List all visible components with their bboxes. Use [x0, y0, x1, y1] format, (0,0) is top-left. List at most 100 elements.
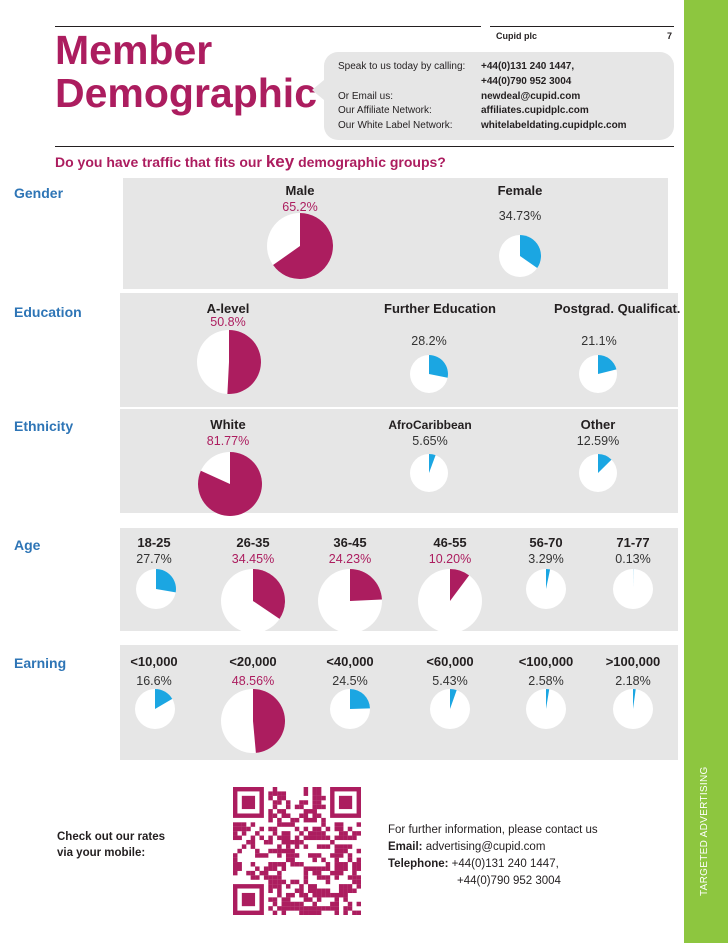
qr-module: [277, 888, 282, 894]
whitelabel-link[interactable]: whitelabeldating.cupidplc.com: [481, 120, 627, 131]
category-label: <60,000: [426, 654, 474, 669]
qr-module: [308, 866, 313, 871]
pie-slice: [520, 235, 542, 269]
qr-module: [290, 879, 295, 885]
qr-module: [303, 910, 309, 915]
qr-module: [330, 906, 335, 911]
qr-module: [334, 857, 340, 863]
qr-module: [312, 813, 317, 818]
qr-module: [268, 817, 273, 823]
qr-module: [237, 862, 242, 867]
affiliate-link[interactable]: affiliates.cupidplc.com: [481, 105, 589, 116]
qr-module: [321, 822, 326, 827]
qr-module: [352, 862, 357, 867]
qr-module: [347, 835, 353, 841]
qr-module: [272, 804, 278, 810]
qr-module: [316, 826, 322, 832]
qr-module: [338, 892, 344, 898]
qr-module: [312, 901, 317, 907]
category-label: <20,000: [229, 654, 277, 669]
qr-module: [259, 826, 264, 832]
qr-module: [272, 813, 278, 818]
qr-module: [312, 791, 317, 796]
qr-module: [233, 822, 238, 827]
pie-slice: [598, 355, 617, 374]
qr-module: [312, 866, 317, 871]
category-label: AfroCaribbean: [388, 418, 472, 432]
qr-module: [285, 897, 291, 902]
qr-module: [290, 822, 295, 827]
row-label-earning: Earning: [14, 655, 67, 671]
qr-module: [290, 839, 295, 845]
qr-module: [299, 862, 304, 867]
qr-module: [281, 897, 287, 902]
qr-module: [285, 901, 291, 907]
qr-module: [233, 870, 238, 876]
qr-module: [312, 804, 317, 810]
qr-module: [272, 848, 278, 854]
qr-module: [303, 897, 309, 902]
category-label: <10,000: [130, 654, 178, 669]
qr-module: [303, 866, 309, 871]
qr-module: [338, 822, 344, 827]
qr-module: [241, 844, 247, 849]
qr-finder: [241, 892, 256, 907]
category-label: 56-70: [529, 535, 563, 550]
qr-module: [299, 884, 304, 889]
category-label: White: [210, 417, 246, 432]
qr-module: [303, 809, 309, 814]
qr-module: [303, 826, 309, 832]
qr-module: [290, 901, 295, 907]
qr-module: [316, 853, 322, 858]
question-key-word: key: [265, 152, 295, 171]
qr-module: [352, 866, 357, 871]
qr-module: [321, 857, 326, 863]
qr-module: [237, 866, 242, 871]
qr-module: [263, 839, 269, 845]
qr-module: [241, 822, 247, 827]
phone-link-2[interactable]: +44(0)790 952 3004: [481, 76, 572, 87]
qr-module: [277, 817, 282, 823]
qr-module: [233, 835, 238, 841]
qr-module: [290, 892, 295, 898]
phone-link[interactable]: +44(0)131 240 1447,: [481, 61, 575, 72]
qr-module: [303, 791, 309, 796]
qr-module: [281, 839, 287, 845]
qr-module: [334, 848, 340, 854]
qr-module: [268, 862, 273, 867]
email-link[interactable]: newdeal@cupid.com: [481, 91, 581, 102]
top-rule-left: [55, 26, 481, 27]
category-label: 36-45: [333, 535, 367, 550]
pie-slice: [546, 688, 550, 709]
qr-module: [312, 795, 317, 801]
qr-module: [272, 862, 278, 867]
footer-email-link[interactable]: advertising@cupid.com: [422, 841, 546, 853]
qr-code[interactable]: [233, 787, 361, 915]
qr-module: [272, 897, 278, 902]
qr-module: [312, 910, 317, 915]
qr-module: [338, 866, 344, 871]
qr-module: [285, 835, 291, 841]
qr-module: [334, 901, 340, 907]
qr-module: [343, 906, 348, 911]
footer-phone-link-2[interactable]: +44(0)790 952 3004: [457, 875, 561, 887]
page-title: Member Demographic: [55, 29, 325, 115]
qr-module: [285, 857, 291, 863]
qr-module: [255, 875, 260, 880]
footer-phone-link[interactable]: +44(0)131 240 1447,: [448, 858, 559, 870]
qr-module: [312, 857, 317, 863]
category-label: 46-55: [433, 535, 467, 550]
qr-module: [312, 888, 317, 894]
qr-module: [268, 875, 273, 880]
qr-module: [303, 835, 309, 841]
qr-module: [290, 857, 295, 863]
qr-module: [250, 839, 256, 845]
qr-module: [281, 848, 287, 854]
qr-module: [272, 787, 278, 792]
